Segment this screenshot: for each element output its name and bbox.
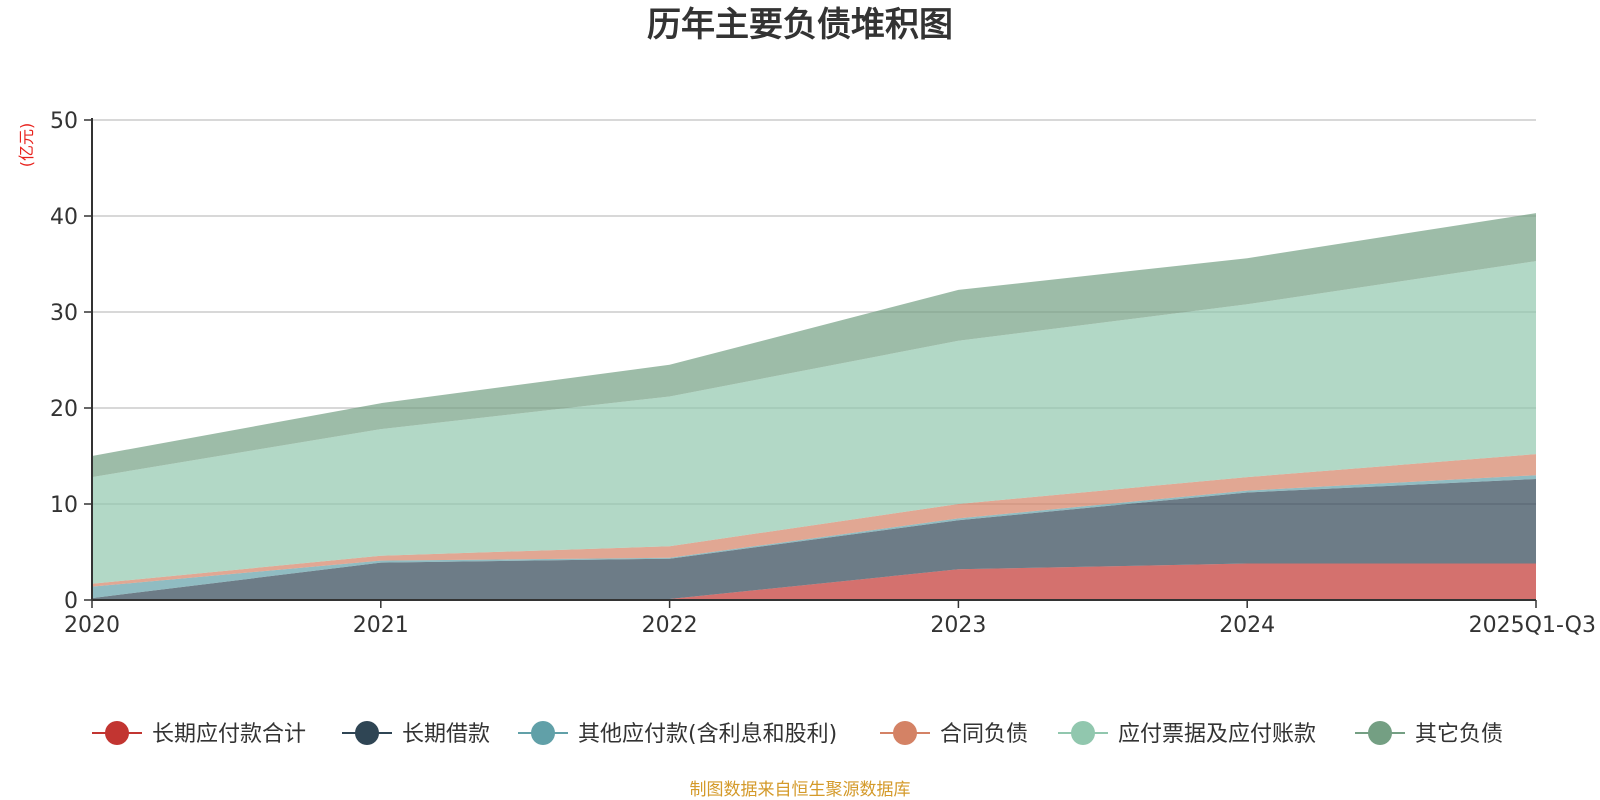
- legend-marker: [1071, 721, 1095, 745]
- area-series-3: [92, 454, 1536, 587]
- legend-marker: [1368, 721, 1392, 745]
- area-series: [92, 213, 1536, 600]
- area-series-4: [92, 261, 1536, 584]
- legend-label: 长期应付款合计: [152, 722, 306, 747]
- legend-item[interactable]: 其他应付款(含利息和股利): [518, 721, 837, 747]
- x-tick-label: 2021: [353, 613, 409, 638]
- legend-marker: [355, 721, 379, 745]
- x-tick-label: 2024: [1219, 613, 1275, 638]
- axes: 0 10 20 30 40 50 2020 2021 2022 2023 2024 2025Q1-Q3: [50, 109, 1596, 638]
- legend-label: 其他应付款(含利息和股利): [578, 722, 837, 747]
- legend-item[interactable]: 合同负债: [880, 721, 1028, 747]
- legend-item[interactable]: 其它负债: [1355, 721, 1503, 747]
- y-tick-label: 20: [50, 397, 78, 422]
- y-tick-label: 50: [50, 109, 78, 134]
- legend-item[interactable]: 长期应付款合计: [92, 721, 306, 747]
- y-tick-label: 0: [64, 589, 78, 614]
- legend-label: 合同负债: [940, 722, 1028, 747]
- x-tick-label: 2022: [642, 613, 698, 638]
- x-tick-label: 2023: [930, 613, 986, 638]
- y-tick-label: 10: [50, 493, 78, 518]
- legend-item[interactable]: 应付票据及应付账款: [1058, 721, 1316, 747]
- legend[interactable]: 长期应付款合计 长期借款 其他应付款(含利息和股利) 合同负债 应付票据及应付账款 其它负…: [92, 721, 1503, 747]
- legend-item[interactable]: 长期借款: [342, 721, 490, 747]
- y-axis-unit-label: (亿元): [17, 123, 36, 168]
- y-tick-label: 40: [50, 205, 78, 230]
- legend-label: 其它负债: [1415, 722, 1503, 747]
- legend-marker: [893, 721, 917, 745]
- y-tick-label: 30: [50, 301, 78, 326]
- chart-title: 历年主要负债堆积图: [647, 5, 953, 45]
- legend-marker: [531, 721, 555, 745]
- data-source-note: 制图数据来自恒生聚源数据库: [690, 780, 911, 800]
- x-tick-label: 2020: [64, 613, 120, 638]
- legend-label: 应付票据及应付账款: [1118, 722, 1316, 747]
- x-tick-label: 2025Q1-Q3: [1469, 613, 1596, 638]
- legend-marker: [105, 721, 129, 745]
- area-series-5: [92, 213, 1536, 478]
- area-series-0: [92, 563, 1536, 600]
- legend-label: 长期借款: [402, 722, 490, 747]
